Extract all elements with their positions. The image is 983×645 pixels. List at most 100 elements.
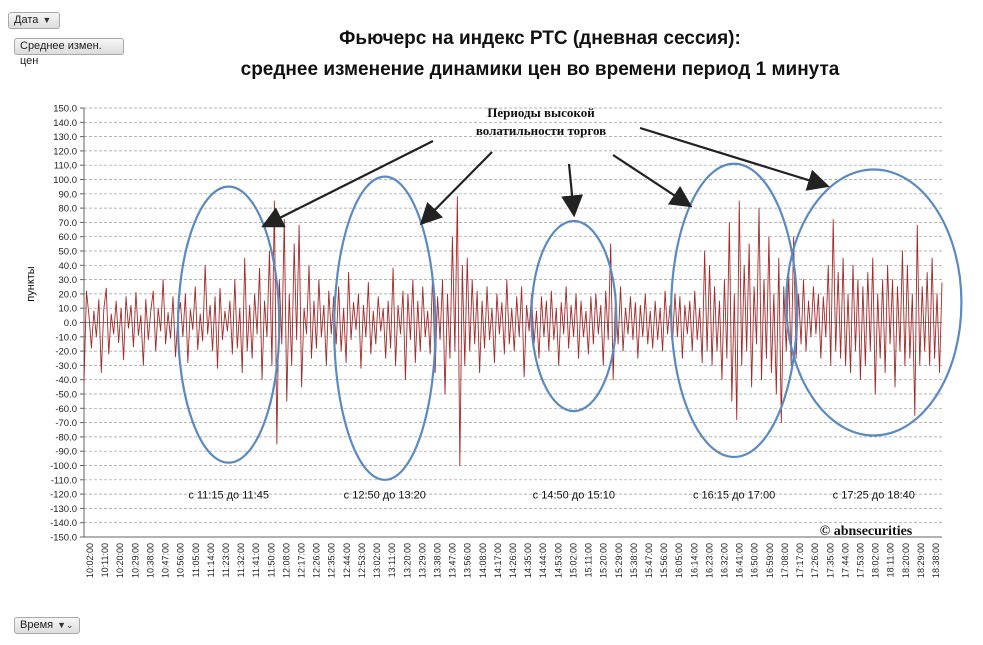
time-field-label: Время [20,619,54,631]
x-tick-label: 16:23:00 [704,543,714,578]
y-tick-label: -50.0 [55,390,77,401]
x-tick-label: 17:44:00 [840,543,850,578]
x-tick-label: 13:02:00 [372,543,382,578]
x-tick-label: 10:29:00 [130,543,140,578]
x-tick-label: 12:08:00 [281,543,291,578]
x-tick-label: 15:38:00 [629,543,639,578]
x-tick-label: 10:47:00 [161,543,171,578]
y-tick-label: 90.0 [59,189,78,200]
y-tick-label: -30.0 [55,361,77,372]
y-tick-label: 140.0 [53,118,77,129]
y-tick-label: -100.0 [50,461,77,472]
series-line [83,196,943,466]
y-tick-label: -10.0 [55,332,77,343]
y-tick-label: -90.0 [55,447,77,458]
x-tick-label: 12:35:00 [327,543,337,578]
date-field-label: Дата [14,14,39,26]
x-tick-label: 18:38:00 [931,543,941,578]
y-tick-label: 110.0 [54,161,77,172]
volatility-period-ellipse [785,168,963,437]
y-tick-label: 20.0 [59,289,78,300]
x-tick-label: 18:02:00 [871,543,881,578]
period-label: с 11:15 до 11:45 [188,489,269,501]
y-tick-label: 70.0 [59,218,78,229]
x-tick-label: 16:41:00 [735,543,745,578]
volatility-period-ellipse [669,162,799,459]
volatility-period-ellipse [333,175,437,481]
y-tick-label: -110.0 [51,475,77,486]
volatility-period-ellipse [176,185,281,464]
x-tick-label: 10:56:00 [176,543,186,578]
y-tick-label: 10.0 [59,304,78,315]
filter-icon: ▼⌄ [57,620,74,630]
annotation-line2: волатильности торгов [476,123,606,138]
y-tick-label: 30.0 [59,275,78,286]
y-tick-label: -70.0 [55,418,77,429]
x-tick-label: 15:11:00 [584,543,594,577]
y-tick-label: -140.0 [50,518,77,529]
x-tick-label: 10:11:00 [100,543,110,577]
x-tick-label: 12:44:00 [342,543,352,578]
annotation-arrow [261,140,434,228]
y-tick-label: 50.0 [59,247,78,258]
y-tick-label: 60.0 [59,232,78,243]
x-tick-label: 13:47:00 [448,543,458,578]
chart-title-line1: Фьючерс на индекс РТС (дневная сессия): [339,28,741,49]
x-tick-label: 13:20:00 [402,543,412,578]
y-tick-label: -20.0 [55,347,77,358]
x-tick-label: 12:17:00 [297,543,307,578]
x-tick-label: 16:05:00 [674,543,684,578]
x-tick-label: 12:26:00 [312,543,322,578]
x-tick-label: 13:11:00 [387,543,397,577]
annotation-arrow [419,151,493,226]
annotation-arrow [612,154,693,208]
y-tick-label: 130.0 [53,132,77,143]
value-field-label: Среднее измен. цен [20,40,102,67]
x-tick-label: 15:20:00 [599,543,609,578]
y-tick-label: 0.0 [64,318,77,329]
x-tick-label: 16:32:00 [720,543,730,578]
x-tick-label: 14:44:00 [538,543,548,578]
x-tick-label: 10:38:00 [145,543,155,578]
chart-title-line2: среднее изменение динамики цен во времен… [241,59,840,80]
x-tick-label: 14:26:00 [508,543,518,578]
y-tick-label: -130.0 [50,504,77,515]
copyright-text: © abnsecurities [820,524,913,539]
y-tick-label: 40.0 [59,261,78,272]
x-tick-label: 16:59:00 [765,543,775,578]
x-tick-label: 14:08:00 [478,543,488,578]
y-tick-label: -60.0 [55,404,77,415]
period-label: с 17:25 до 18:40 [833,489,915,501]
y-tick-label: 80.0 [59,204,78,215]
y-tick-label: -80.0 [55,432,77,443]
annotation-arrow [561,163,584,218]
y-tick-label: -40.0 [55,375,77,386]
dropdown-arrow-icon: ▼ [42,15,52,25]
period-label: с 16:15 до 17:00 [693,489,775,501]
x-tick-label: 15:02:00 [568,543,578,578]
volatility-period-ellipse [530,219,618,413]
x-tick-label: 11:14:00 [206,543,216,577]
x-tick-label: 16:14:00 [689,543,699,578]
x-tick-label: 17:17:00 [795,543,805,578]
time-field-button[interactable]: Время ▼⌄ [14,617,80,634]
y-axis-label: пункты [25,266,37,302]
x-tick-label: 16:50:00 [750,543,760,578]
x-tick-label: 15:29:00 [614,543,624,578]
value-field-button[interactable]: Среднее измен. цен [14,38,124,67]
x-tick-label: 17:35:00 [825,543,835,578]
x-tick-label: 11:05:00 [191,543,201,577]
x-tick-label: 11:32:00 [236,543,246,577]
y-tick-label: 120.0 [53,146,77,157]
period-label: с 14:50 до 15:10 [533,489,615,501]
x-tick-label: 18:20:00 [901,543,911,578]
y-tick-label: -120.0 [50,490,77,501]
x-tick-label: 11:23:00 [221,543,231,577]
x-tick-label: 13:38:00 [432,543,442,578]
x-tick-label: 17:08:00 [780,543,790,578]
date-field-button[interactable]: Дата ▼ [8,12,60,29]
x-tick-label: 17:53:00 [855,543,865,578]
x-tick-label: 13:56:00 [463,543,473,578]
x-tick-label: 11:50:00 [266,543,276,577]
x-tick-label: 18:29:00 [916,543,926,578]
